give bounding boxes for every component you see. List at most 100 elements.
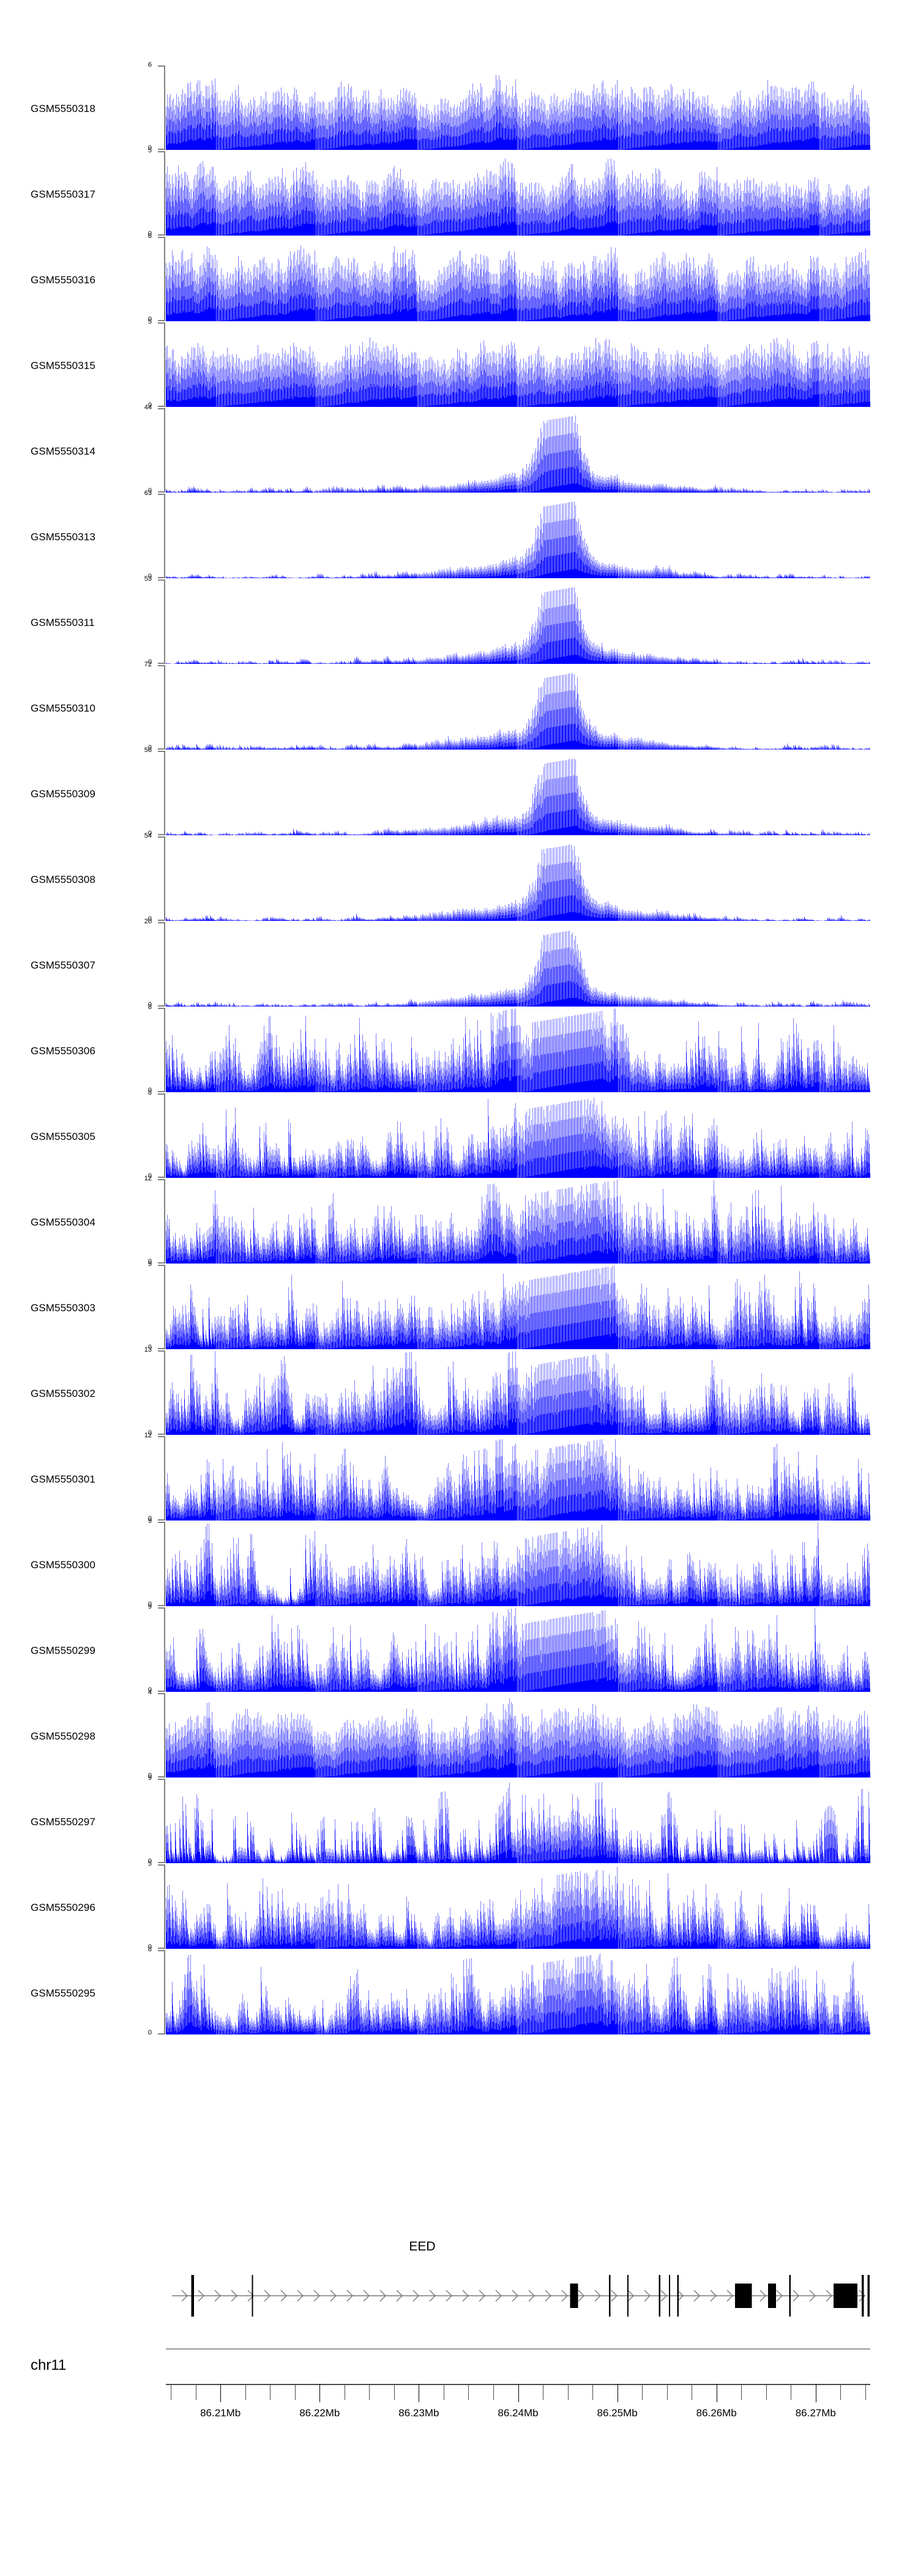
y-axis-line [164,922,165,1007]
y-axis-zero-label: 0 [147,1172,152,1180]
coverage-track[interactable]: GSM5550316 6 0 [0,233,918,323]
coverage-track[interactable]: GSM5550315 5 0 [0,319,918,409]
y-axis-line [164,494,165,578]
chromosome-line [166,2348,870,2350]
coverage-track[interactable]: GSM5550313 63 0 [0,490,918,580]
coverage-track[interactable]: GSM5550310 72 0 [0,661,918,751]
y-axis-max-label: 12 [144,1432,152,1439]
coverage-plot-area[interactable] [166,1950,870,2034]
y-axis-tick [158,920,165,921]
gene-label: EED [0,2239,918,2254]
coverage-plot-area[interactable] [166,151,870,236]
coverage-track[interactable]: GSM5550295 8 0 [0,1946,918,2036]
coverage-track[interactable]: GSM5550311 53 0 [0,576,918,666]
coverage-plot-area[interactable] [166,65,870,150]
coverage-plot-area[interactable] [166,1864,870,1949]
coverage-plot-area[interactable] [166,1522,870,1606]
y-axis-zero-label: 0 [147,401,152,409]
y-axis-max-label: 54 [144,832,152,839]
y-axis-tick [158,406,165,407]
coverage-plot-area[interactable] [166,494,870,578]
chromosome-tick-marks [166,2384,870,2402]
coverage-track[interactable]: GSM5550307 20 0 [0,918,918,1008]
axis-minor-tick [394,2384,395,2400]
track-label: GSM5550311 [31,617,95,628]
coverage-track[interactable]: GSM5550303 9 0 [0,1261,918,1351]
axis-minor-tick [493,2384,494,2400]
axis-minor-tick [592,2384,594,2400]
y-axis-line [164,751,165,835]
coverage-track[interactable]: GSM5550302 13 0 [0,1346,918,1437]
track-label: GSM5550316 [31,274,95,286]
y-axis-tick [158,2033,165,2034]
coverage-plot-area[interactable] [166,1779,870,1863]
y-axis-max-label: 44 [144,404,152,411]
axis-minor-tick [294,2384,296,2400]
axis-tick-label: 86.22Mb [299,2407,340,2419]
y-axis-max-label: 63 [144,490,152,497]
coverage-track[interactable]: GSM5550306 8 0 [0,1004,918,1094]
y-axis-max-label: 8 [147,1003,152,1011]
y-axis-tick [158,1691,165,1692]
track-label: GSM5550307 [31,959,95,971]
coverage-plot-area[interactable] [166,408,870,493]
coverage-plot-area[interactable] [166,1093,870,1178]
coverage-track[interactable]: GSM5550296 5 0 [0,1861,918,1951]
coverage-plot-area[interactable] [166,1693,870,1778]
coverage-track[interactable]: GSM5550314 44 0 [0,404,918,494]
axis-tick-label: 86.27Mb [795,2407,836,2419]
coverage-track[interactable]: GSM5550317 5 0 [0,147,918,237]
track-label: GSM5550296 [31,1902,95,1913]
y-axis-line [164,1607,165,1692]
coverage-plot-area[interactable] [166,1436,870,1521]
coverage-track[interactable]: GSM5550301 12 0 [0,1432,918,1522]
y-axis-line [164,1950,165,2034]
track-label: GSM5550300 [31,1559,95,1571]
y-axis-max-label: 56 [144,746,152,754]
coverage-plot-area[interactable] [166,751,870,835]
coverage-track[interactable]: GSM5550299 9 0 [0,1604,918,1694]
y-axis-tick [158,320,165,321]
coverage-plot-area[interactable] [166,1607,870,1692]
coverage-track[interactable]: GSM5550308 54 0 [0,832,918,923]
coverage-plot-area[interactable] [166,665,870,750]
track-label: GSM5550301 [31,1473,95,1485]
coverage-plot-area[interactable] [166,922,870,1007]
axis-minor-tick [865,2384,866,2400]
y-axis-line [164,1693,165,1778]
coverage-plot-area[interactable] [166,1179,870,1264]
y-axis-tick [158,1605,165,1606]
coverage-track[interactable]: GSM5550309 56 0 [0,747,918,837]
coverage-plot-area[interactable] [166,237,870,321]
axis-major-tick [319,2384,321,2402]
axis-minor-tick [245,2384,246,2400]
axis-tick-label: 86.23Mb [398,2407,439,2419]
coverage-track[interactable]: GSM5550298 4 0 [0,1689,918,1779]
y-axis-tick [158,1005,165,1007]
y-axis-max-label: 9 [147,1774,152,1782]
y-axis-line [164,65,165,150]
y-axis-tick [158,1008,165,1009]
y-axis-zero-label: 0 [147,316,152,323]
coverage-track[interactable]: GSM5550297 9 0 [0,1775,918,1865]
coverage-track[interactable]: GSM5550300 9 0 [0,1518,918,1608]
coverage-track[interactable]: GSM5550318 6 0 [0,62,918,152]
coverage-track[interactable]: GSM5550305 8 0 [0,1090,918,1180]
coverage-plot-area[interactable] [166,1350,870,1435]
coverage-track[interactable]: GSM5550304 12 0 [0,1175,918,1265]
y-axis-line [164,1779,165,1863]
y-axis-max-label: 13 [144,1346,152,1353]
axis-tick-label: 86.25Mb [597,2407,638,2419]
y-axis-line [164,836,165,921]
coverage-plot-area[interactable] [166,322,870,407]
coverage-plot-area[interactable] [166,579,870,664]
y-axis-zero-label: 0 [147,573,152,580]
gene-annotation-track[interactable]: EED [0,2239,918,2328]
y-axis-zero-label: 0 [147,487,152,494]
track-label: GSM5550302 [31,1388,95,1399]
y-axis-tick [158,1693,165,1694]
y-axis-tick [158,1776,165,1778]
coverage-plot-area[interactable] [166,1265,870,1349]
coverage-plot-area[interactable] [166,836,870,921]
coverage-plot-area[interactable] [166,1008,870,1092]
